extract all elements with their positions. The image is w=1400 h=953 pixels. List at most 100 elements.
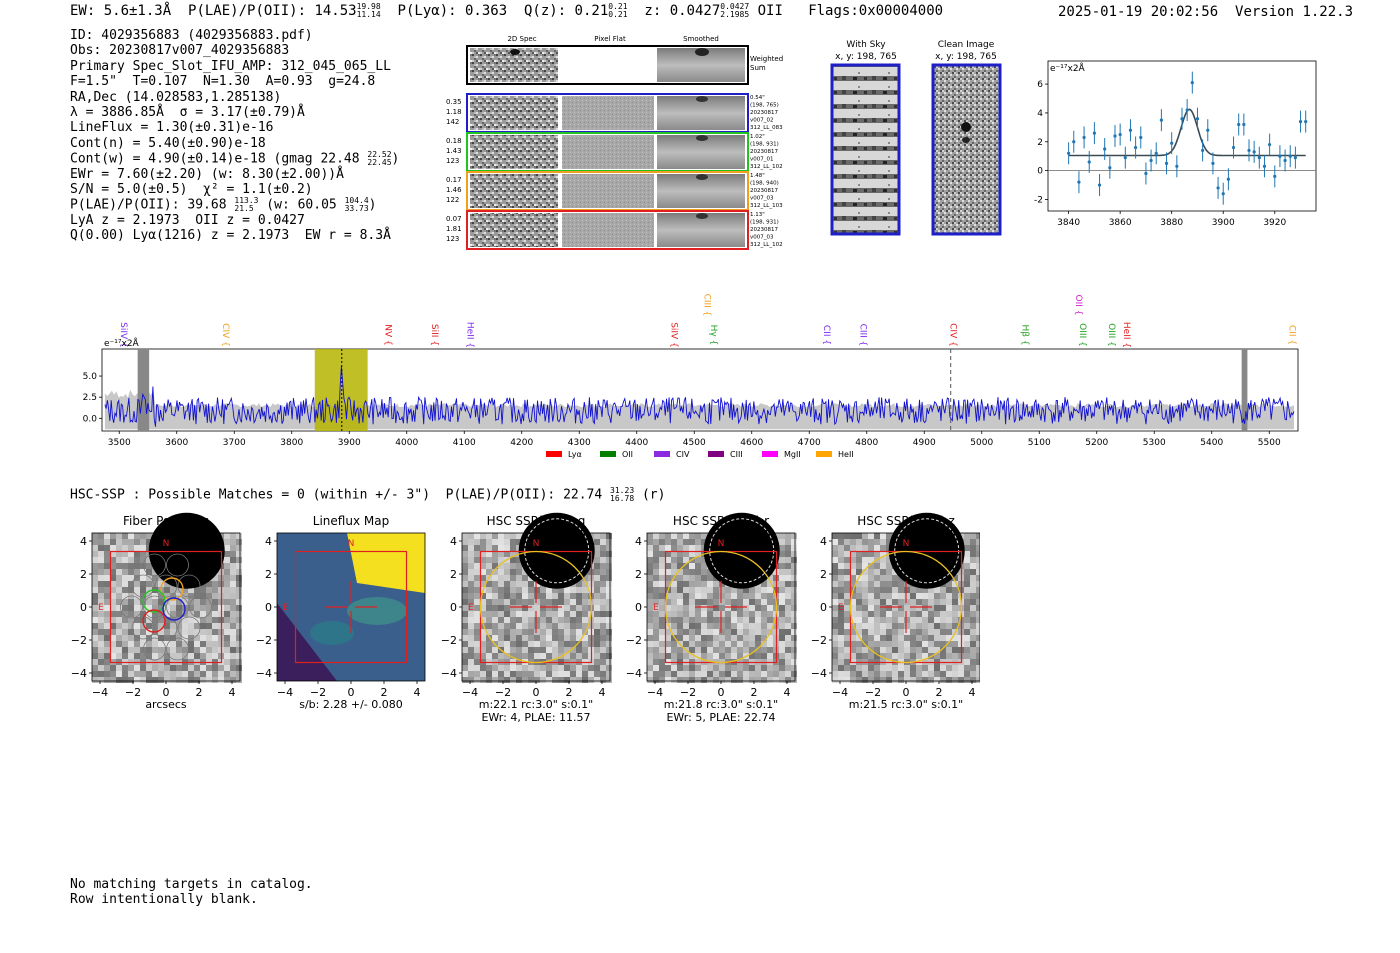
cutout-row-stat: 1.46: [446, 186, 462, 194]
panel-xtick-label: 0: [903, 686, 910, 699]
z-value: z: 0.0427: [644, 3, 721, 19]
fiber-circle: [143, 637, 166, 661]
qz-lo: 0.21: [608, 10, 628, 19]
legend-label: MgII: [784, 450, 801, 459]
panel-xtick-label: −4: [462, 686, 478, 699]
info-primary: Primary Spec_Slot_IFU_AMP: 312_045_065_L…: [70, 58, 391, 74]
panel-ytick-label: −4: [626, 667, 642, 680]
cutout-row-stat: 0.18: [446, 137, 462, 145]
cutout-row-meta: 1.13": [750, 212, 765, 218]
qz-hi: 0.21: [608, 2, 628, 11]
fit-ytick-label: 0: [1037, 167, 1043, 177]
cutout-row-meta: 20230817: [750, 188, 778, 194]
spectral-line-label: SiIV {: [118, 322, 128, 348]
fit-point: [1144, 171, 1148, 176]
panel-xtick-label: 4: [414, 686, 421, 699]
fiber-circle: [154, 574, 178, 598]
panel-caption: m:21.8 rc:3.0" s:0.1": [664, 698, 779, 711]
full-spectrum-chart: SiIV {CIV {NV {SiII {HeII {SiIV {CIII {H…: [83, 294, 1299, 459]
east-label: E: [838, 603, 844, 613]
cutout-row-meta: v007_03: [750, 235, 774, 241]
spectral-line-label: CIII {: [857, 324, 867, 347]
spectral-line-label: Hβ {: [1020, 324, 1030, 345]
fit-point: [1262, 164, 1267, 168]
cutout-panel: 2D Spec Pixel Flat Smoothed Weighted Sum…: [446, 35, 783, 250]
info-obs: Obs: 20230817v007_4029356883: [70, 43, 290, 59]
panel-xtick-label: −2: [310, 686, 326, 699]
cutout-2dspec: [470, 213, 558, 247]
panel-xtick-label: −2: [125, 686, 141, 699]
cutout-row-meta: 20230817: [750, 149, 778, 155]
panel-xtick-label: 2: [936, 686, 943, 699]
fit-point: [1293, 156, 1297, 160]
fit-point: [1221, 192, 1225, 196]
spec-xtick-label: 4700: [798, 438, 821, 448]
fit-point: [1097, 183, 1102, 187]
panel-xtick-label: 4: [784, 686, 791, 699]
panel-xtick-label: 4: [599, 686, 606, 699]
cutout-titles: 2D Spec Pixel Flat Smoothed: [507, 35, 718, 43]
spectral-line-label: NV {: [382, 324, 392, 345]
legend-label: CIV: [676, 450, 690, 459]
plae-hi: 19.98: [356, 2, 381, 11]
weighted-sum-row: Weighted Sum: [466, 45, 783, 85]
info-q: Q(0.00) Lyα(1216) z = 2.1973 EW r = 8.3Å: [70, 228, 391, 244]
panel-caption: m:22.1 rc:3.0" s:0.1": [479, 698, 594, 711]
panel-ytick-label: 0: [820, 601, 827, 614]
legend-label: HeII: [838, 450, 854, 459]
cutout-pixelflat: [562, 135, 654, 169]
hsc-summary-text: HSC-SSP : Possible Matches = 0 (within +…: [70, 487, 603, 503]
info-contw: Cont(w) = 4.90(±0.14)e-18 (gmag 22.48 22…: [70, 151, 399, 167]
fiber-highlight: [160, 577, 184, 601]
col-title-pixelflat: Pixel Flat: [594, 35, 626, 43]
cutout-2dspec: [470, 174, 558, 208]
cutout-row-stat: 0.17: [446, 176, 462, 184]
z-hi: 0.0427: [720, 2, 750, 11]
datetime: 2025-01-19 20:02:56: [1058, 4, 1219, 20]
fiber-circle: [143, 553, 166, 577]
fit-point: [1170, 141, 1174, 145]
spectral-line-label: CII {: [821, 325, 831, 345]
cutout-row-stat: 1.81: [446, 225, 462, 233]
spec-masked-region: [137, 349, 150, 431]
ew-value: EW: 5.6±1.3Å: [70, 3, 172, 19]
fit-point: [1283, 158, 1287, 163]
sky-clean-panels: With Sky x, y: 198, 765 Clean Image x, y…: [830, 40, 1002, 236]
legend-label: OII: [622, 450, 633, 459]
fit-xtick-label: 3920: [1263, 218, 1286, 228]
panel-ytick-label: −2: [441, 634, 457, 647]
spec-xtick-label: 4400: [625, 438, 648, 448]
fit-point: [1149, 158, 1153, 163]
panel-ytick-label: 2: [820, 568, 827, 581]
cutout-row-border: [466, 210, 749, 250]
panel-ytick-label: 0: [80, 601, 87, 614]
hsc-lo: 16.78: [610, 494, 635, 503]
cutout-row: 0.07 1.81 123 1.13" (198, 931)20230817 v007_0…: [446, 210, 783, 250]
panel-xtick-label: 2: [751, 686, 758, 699]
spec-xtick-label: 5300: [1143, 438, 1166, 448]
panel-ytick-label: 0: [265, 601, 272, 614]
hsc-panels: Fiber PositionsNE420−2−4−4−2024arcsecsLi…: [71, 512, 980, 723]
panel-xtick-label: 0: [348, 686, 355, 699]
info-sn: S/N = 5.0(±0.5) χ² = 1.1(±0.2): [70, 181, 313, 197]
info-plae: P(LAE)/P(OII): 39.68 113.3 21.5 (w: 60.05…: [70, 197, 399, 213]
version: Version 1.22.3: [1235, 4, 1354, 20]
fit-point: [1108, 166, 1112, 170]
fit-point: [1252, 150, 1256, 154]
info-id: ID: 4029356883 (4029356883.pdf): [70, 28, 313, 43]
fit-point: [1154, 151, 1158, 155]
fit-point: [1092, 131, 1096, 135]
fit-point: [1195, 117, 1200, 121]
panel-xtick-label: −2: [680, 686, 696, 699]
spec-xtick-label: 4600: [740, 438, 763, 448]
cutout-row-meta: 312_LL_103: [750, 203, 783, 209]
fit-point: [1298, 119, 1303, 124]
fiber-circle: [131, 574, 155, 598]
cutout-row: 0.18 1.43 123 1.02" (198, 931)20230817 v007_0…: [446, 132, 783, 172]
cutout-pixelflat: [562, 174, 654, 208]
spec-ytick-label: 5.0: [83, 372, 98, 382]
fit-point: [1201, 148, 1205, 153]
panel-ytick-label: 0: [635, 601, 642, 614]
